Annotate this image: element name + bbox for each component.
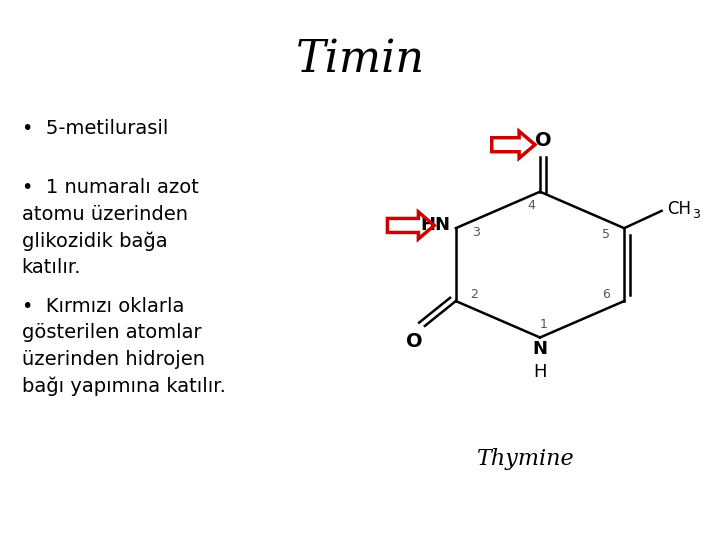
Text: •  1 numaralı azot
atomu üzerinden
glikozidik bağa
katılır.: • 1 numaralı azot atomu üzerinden glikoz… (22, 178, 199, 278)
Text: O: O (406, 332, 423, 351)
Text: •  5-metilurasil: • 5-metilurasil (22, 119, 168, 138)
Text: 6: 6 (602, 288, 610, 301)
Text: 5: 5 (602, 228, 610, 241)
Text: 4: 4 (528, 199, 535, 212)
Text: CH: CH (667, 200, 691, 218)
Text: H: H (534, 363, 546, 381)
Text: O: O (535, 131, 552, 150)
Text: Thymine: Thymine (477, 448, 575, 470)
Text: 3: 3 (472, 226, 480, 239)
Text: 1: 1 (540, 318, 547, 330)
Text: 2: 2 (470, 288, 478, 301)
Text: •  Kırmızı oklarla
gösterilen atomlar
üzerinden hidrojen
bağı yapımına katılır.: • Kırmızı oklarla gösterilen atomlar üze… (22, 297, 225, 396)
Text: 3: 3 (693, 207, 701, 221)
Text: Timin: Timin (295, 38, 425, 81)
Text: HN: HN (420, 217, 450, 234)
Text: N: N (533, 340, 547, 358)
